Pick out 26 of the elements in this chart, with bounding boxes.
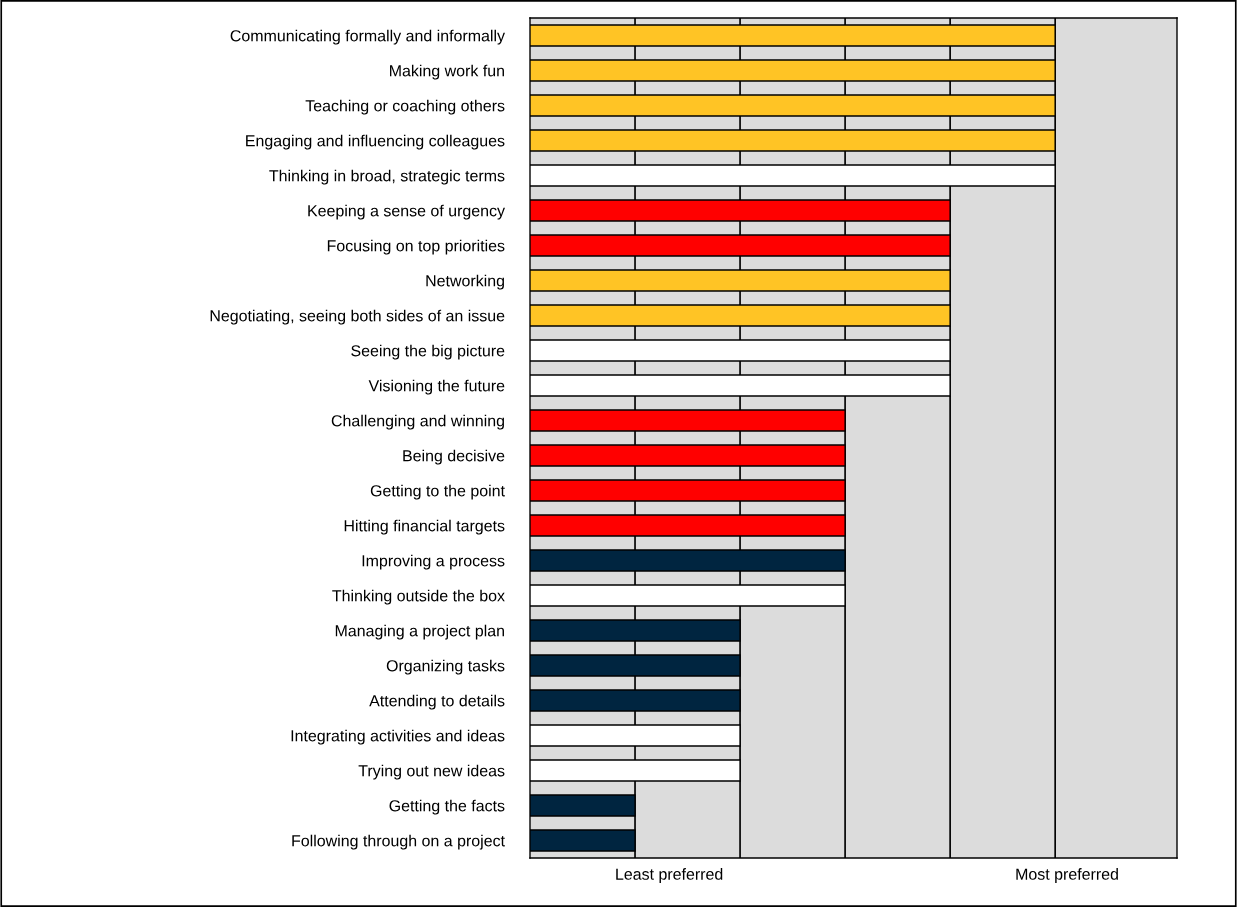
y-tick-label: Thinking in broad, strategic terms	[269, 169, 505, 185]
y-tick-label: Engaging and influencing colleagues	[246, 134, 505, 150]
y-tick-label: Communicating formally and informally	[230, 29, 505, 45]
y-tick-label: Keeping a sense of urgency	[308, 204, 505, 220]
y-tick-label: Attending to details	[369, 694, 505, 710]
y-tick-label: Organizing tasks	[386, 659, 505, 675]
y-tick-label: Getting the facts	[389, 799, 505, 815]
y-tick-label: Visioning the future	[368, 379, 505, 395]
y-tick-label: Hitting financial targets	[344, 519, 505, 535]
y-tick-label: Being decisive	[403, 449, 505, 465]
y-tick-label: Seeing the big picture	[351, 344, 505, 360]
y-tick-label: Managing a project plan	[335, 624, 504, 640]
y-tick-label: Following through on a project	[292, 834, 505, 850]
y-tick-label: Integrating activities and ideas	[291, 729, 505, 745]
y-tick-label: Negotiating, seeing both sides of an issue	[210, 309, 505, 325]
y-tick-label: Networking	[426, 274, 504, 290]
y-tick-label: Improving a process	[362, 554, 505, 570]
y-tick-label: Making work fun	[390, 64, 504, 80]
text: Most preferred	[1016, 868, 1118, 883]
y-tick-label: Getting to the point	[370, 484, 505, 500]
y-tick-label: Trying out new ideas	[358, 764, 505, 780]
y-tick-label: Challenging and winning	[331, 414, 504, 430]
y-tick-label: Thinking outside the box	[332, 589, 505, 605]
y-tick-label: Teaching or coaching others	[305, 99, 505, 115]
y-tick-label: Focusing on top priorities	[327, 239, 505, 255]
text: Least preferred	[616, 868, 723, 883]
